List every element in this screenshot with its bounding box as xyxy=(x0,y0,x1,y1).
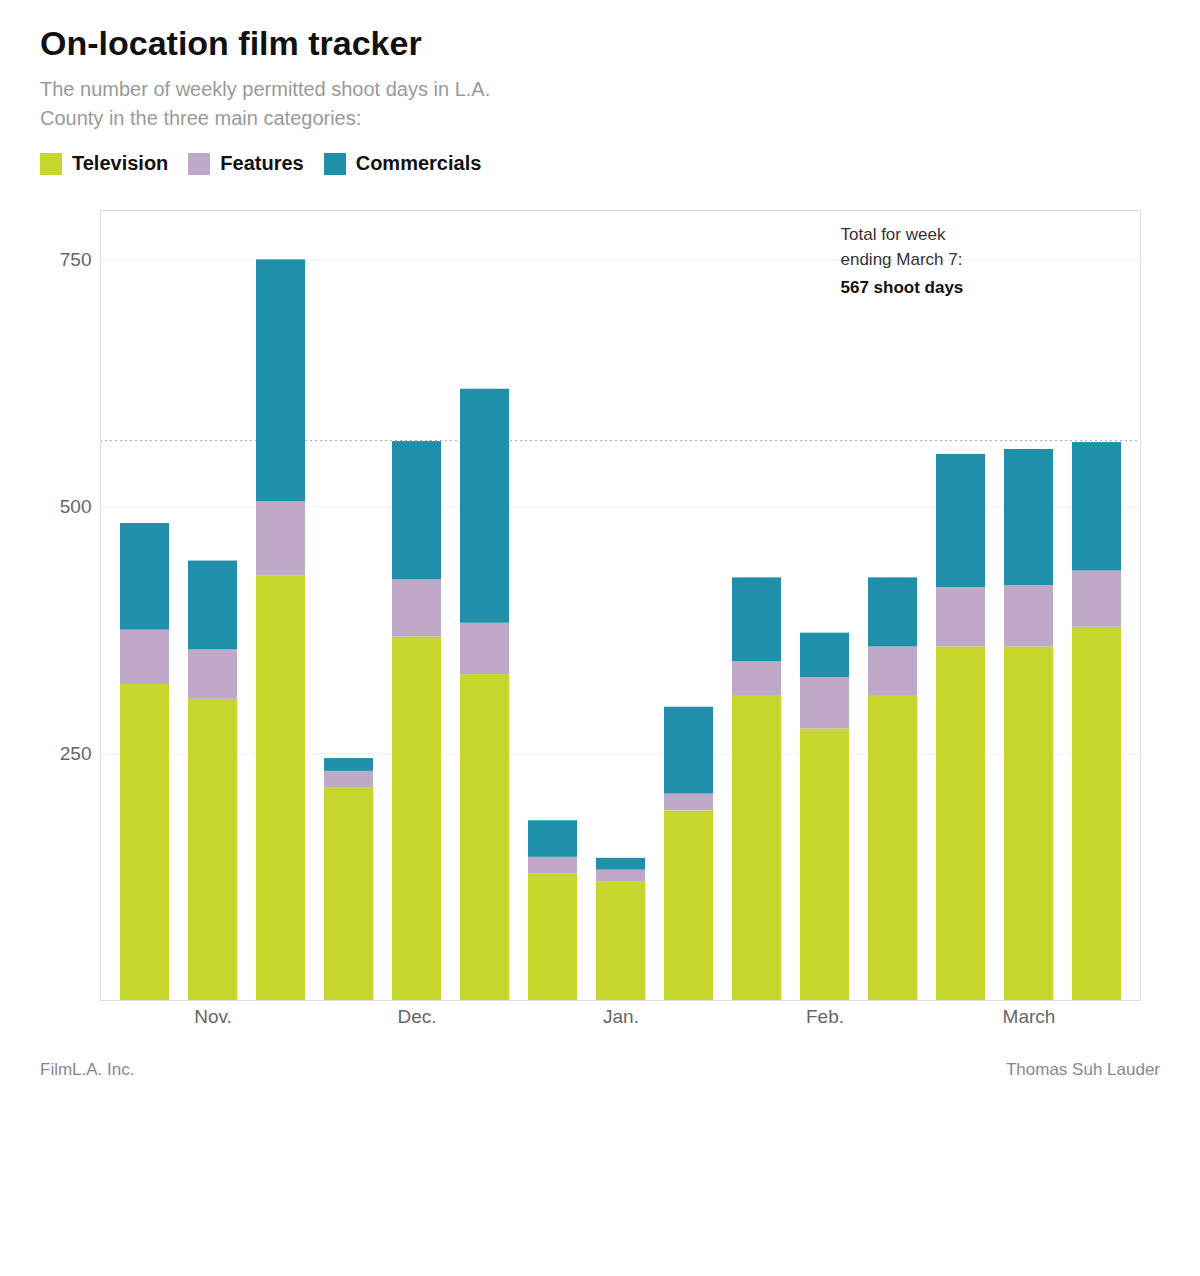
svg-text:Dec.: Dec. xyxy=(397,1006,436,1027)
html-text:On-location film tracker: On-location film tracker xyxy=(40,24,422,62)
html-text:Features: Features xyxy=(220,152,304,174)
html-text:Thomas Suh Lauder: Thomas Suh Lauder xyxy=(1006,1060,1160,1079)
html-text:The number of weekly permitted: The number of weekly permitted shoot day… xyxy=(40,78,491,129)
svg-text:Feb.: Feb. xyxy=(806,1006,844,1027)
svg-text:567 shoot days: 567 shoot days xyxy=(841,278,964,297)
svg-text:250: 250 xyxy=(60,743,92,764)
svg-text:500: 500 xyxy=(60,496,92,517)
svg-text:Nov.: Nov. xyxy=(194,1006,232,1027)
svg-text:Jan.: Jan. xyxy=(603,1006,639,1027)
svg-text:March: March xyxy=(1003,1006,1056,1027)
html-text:Commercials: Commercials xyxy=(355,152,482,174)
svg-text:Total for weekending March 7:: Total for weekending March 7: xyxy=(841,225,963,269)
svg-text:750: 750 xyxy=(60,249,92,270)
html-text:FilmL.A. Inc.: FilmL.A. Inc. xyxy=(40,1060,135,1079)
html-text:Television: Television xyxy=(72,152,169,174)
